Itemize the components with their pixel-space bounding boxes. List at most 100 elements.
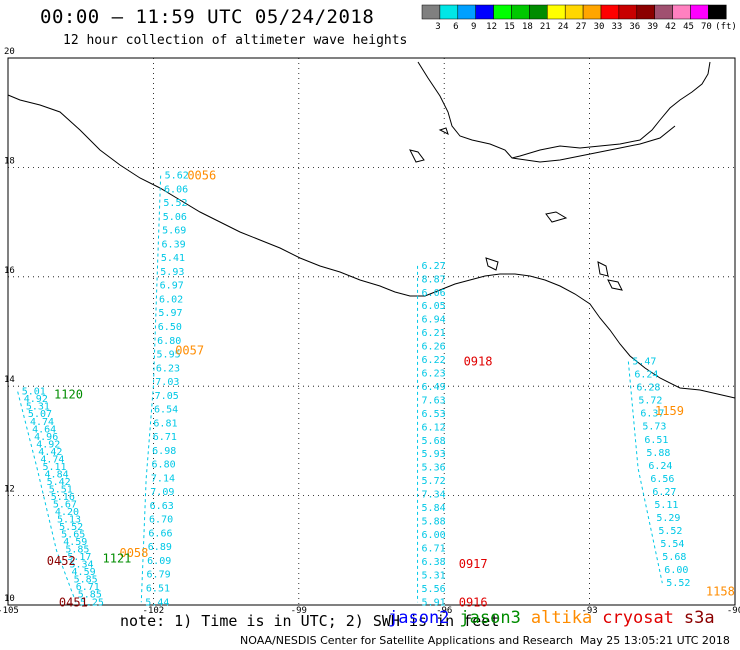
pass-time-label: 0056	[187, 169, 216, 183]
wave-height-label: 4.92	[24, 394, 48, 405]
colorbar-tick-label: 6	[453, 22, 458, 32]
wave-height-label: 5.41	[161, 253, 185, 264]
wave-height-label: 5.69	[162, 226, 186, 237]
chart-title: 00:00 — 11:59 UTC 05/24/2018	[40, 6, 375, 28]
wave-height-label: 6.49	[422, 382, 446, 393]
wave-height-label: 6.66	[148, 528, 172, 539]
wave-height-label: 5.85	[78, 590, 102, 601]
wave-height-label: 5.68	[662, 552, 686, 563]
credit-text: NOAA/NESDIS Center for Satellite Applica…	[240, 634, 574, 647]
pass-time-label: 0918	[464, 355, 493, 369]
wave-height-label: 5.31	[422, 570, 446, 581]
wave-height-label: 5.07	[28, 409, 52, 420]
pass-track	[17, 391, 77, 603]
colorbar-tick-label: 39	[647, 22, 658, 32]
colorbar-swatch	[457, 4, 476, 20]
wave-height-label: 6.89	[148, 542, 172, 553]
wave-height-label: 6.22	[422, 355, 446, 366]
wave-height-label: 5.93	[422, 449, 446, 460]
pass-time-label: 1120	[54, 387, 83, 401]
wave-height-label: 6.80	[152, 460, 176, 471]
wave-height-label: 5.31	[26, 402, 50, 413]
wave-height-label: 7.05	[155, 391, 179, 402]
lon-tick-label: -99	[291, 606, 307, 616]
wave-height-label: 6.23	[422, 369, 446, 380]
wave-height-label: 6.23	[156, 363, 180, 374]
satellite-tracks	[17, 175, 663, 603]
lon-tick-label: -96	[436, 606, 452, 616]
wave-height-label: 6.06	[164, 184, 188, 195]
legend-s3a: s3a	[683, 608, 715, 628]
wave-height-label: 6.06	[422, 288, 446, 299]
wave-height-label: 6.97	[160, 281, 184, 292]
wave-height-label: 5.88	[422, 517, 446, 528]
wave-height-label: 5.51	[49, 484, 73, 495]
wave-height-label: 5.68	[422, 436, 446, 447]
pass-time-label: 0058	[119, 546, 148, 560]
wave-height-label: 6.28	[636, 383, 660, 394]
wave-height-label: 5.11	[42, 462, 66, 473]
wave-height-label: 5.06	[163, 212, 187, 223]
wave-height-label: 7.03	[155, 377, 179, 388]
wave-height-label: 5.52	[658, 526, 682, 537]
pass-time-label: 0057	[175, 344, 204, 358]
wave-height-label: 4.92	[36, 439, 60, 450]
wave-height-label: 4.96	[34, 432, 58, 443]
colorbar-swatch	[547, 4, 566, 20]
wave-height-label: 6.51	[146, 584, 170, 595]
pass-time-label: 0451	[59, 595, 88, 609]
legend-jason2: jason2	[388, 608, 450, 628]
wave-height-label: 6.24	[634, 370, 658, 381]
wave-height-label: 6.54	[154, 405, 178, 416]
footer-note: note: 1) Time is in UTC; 2) SWH is in fe…	[120, 612, 500, 630]
island-path	[409, 127, 623, 291]
legend-cryosat: cryosat	[602, 608, 674, 628]
wave-height-label: 6.38	[422, 557, 446, 568]
pass-time-label: 0917	[459, 557, 488, 571]
wave-height-label: 5.62	[165, 171, 189, 182]
lat-tick-label: 14	[4, 375, 15, 385]
wave-height-label: 5.54	[660, 539, 684, 550]
wave-height-label: 7.14	[151, 473, 175, 484]
wave-height-label: 6.39	[162, 239, 186, 250]
wave-height-label: 5.29	[656, 513, 680, 524]
wave-height-label: 6.27	[422, 261, 446, 272]
colorbar-tick-label: 27	[576, 22, 587, 32]
colorbar-tick-label: 3	[435, 22, 440, 32]
coastline	[7, 61, 736, 399]
legend-altika: altika	[530, 608, 593, 628]
wave-height-label: 6.37	[640, 409, 664, 420]
wave-height-label: 6.02	[159, 294, 183, 305]
wave-height-labels: 5.62 6.06 5.52 5.06 5.69 6.39 5.41 5.93 6.97 6.02…	[22, 169, 735, 610]
chart-subtitle: 12 hour collection of altimeter wave hei…	[63, 33, 408, 48]
lat-tick-label: 16	[4, 266, 15, 276]
colorbar-tick-label: 36	[629, 22, 640, 32]
wave-height-label: 6.80	[157, 336, 181, 347]
wave-height-label: 5.13	[57, 515, 81, 526]
legend-jason3: jason3	[459, 608, 521, 628]
wave-height-label: 5.47	[632, 357, 656, 368]
lon-tick-label: -102	[143, 606, 165, 616]
colorbar-swatch	[654, 4, 673, 20]
wave-height-label: 4.20	[55, 507, 79, 518]
wave-height-label: 4.59	[63, 537, 87, 548]
wave-height-label: 8.87	[422, 274, 446, 285]
lon-tick-label: -105	[0, 606, 19, 616]
colorbar-swatch	[708, 4, 727, 20]
wave-height-label: 5.25	[80, 597, 104, 608]
lon-tick-label: -93	[581, 606, 597, 616]
lat-tick-label: 12	[4, 485, 15, 495]
wave-height-label: 5.73	[642, 422, 666, 433]
colorbar-swatch	[564, 4, 584, 20]
colorbar-tick-label: 30	[594, 22, 605, 32]
colorbar-swatch	[636, 4, 655, 20]
pass-time-label: 1121	[103, 552, 132, 566]
coastline-yucatan-path	[511, 125, 676, 163]
coastline-gulf-path	[417, 61, 711, 159]
wave-height-label: 6.81	[153, 418, 177, 429]
colorbar-swatch	[493, 4, 512, 20]
wave-height-label: 5.84	[422, 503, 446, 514]
wave-height-label: 6.71	[153, 432, 177, 443]
colorbar-swatch	[582, 4, 602, 20]
